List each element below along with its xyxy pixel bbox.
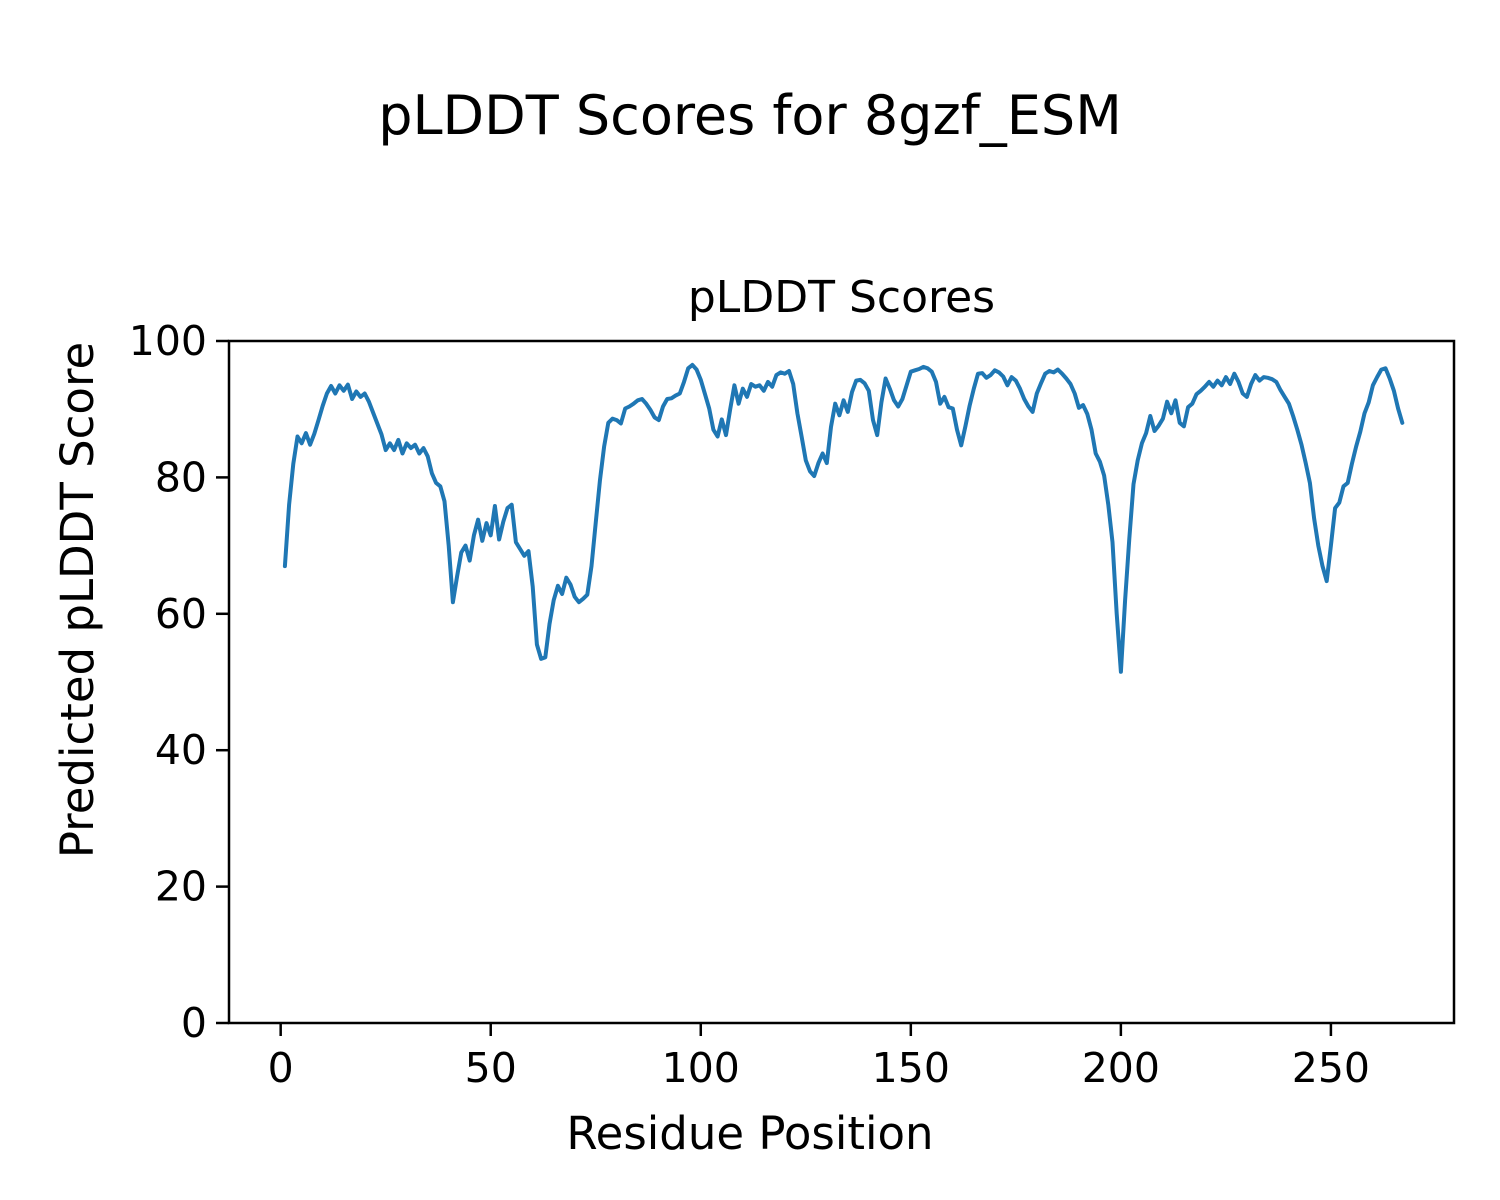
x-tick-label: 100 (662, 1044, 740, 1092)
x-tick-label: 200 (1082, 1044, 1160, 1092)
axes-title: pLDDT Scores (687, 272, 996, 323)
plot-area-border (227, 339, 1456, 1025)
x-tick-label: 150 (872, 1044, 950, 1092)
y-tick-label: 80 (155, 453, 207, 501)
plddt-line (282, 362, 1405, 674)
x-axis-label: Residue Position (566, 1107, 934, 1160)
y-axis-label: Predicted pLDDT Score (51, 341, 105, 859)
y-tick-label: 100 (129, 317, 207, 365)
x-tick-label: 250 (1292, 1044, 1370, 1092)
x-tick-label: 50 (465, 1044, 517, 1092)
y-tick-label: 20 (155, 863, 207, 911)
y-tick-label: 40 (155, 726, 207, 774)
x-tick-label: 0 (268, 1044, 294, 1092)
y-tick-label: 0 (181, 999, 207, 1047)
y-tick-label: 60 (155, 590, 207, 638)
figure-title: pLDDT Scores for 8gzf_ESM (378, 84, 1122, 147)
